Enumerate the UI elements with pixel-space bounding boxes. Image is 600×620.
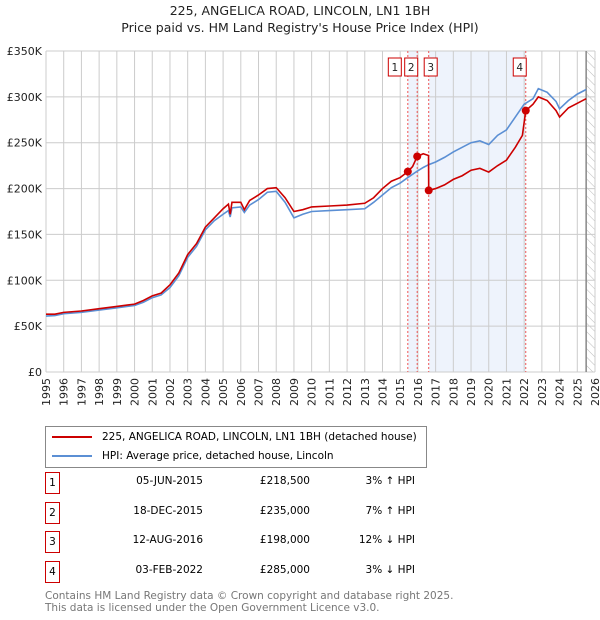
y-tick-label: £100K [7,274,43,287]
x-tick-label: 2002 [164,378,177,406]
x-tick-label: 2001 [146,378,159,406]
sale-price: £198,000 [259,534,310,546]
y-tick-label: £200K [7,183,43,196]
x-tick-label: 2011 [323,378,336,406]
x-tick-label: 2025 [571,378,584,406]
x-tick-label: 2009 [288,378,301,406]
sale-marker-number: 1 [391,62,398,74]
sale-price: £235,000 [259,504,310,517]
y-tick-label: £250K [7,137,43,150]
sale-marker-label: 2 [45,501,60,524]
legend-swatch-property [52,436,92,438]
x-tick-label: 2006 [235,378,248,406]
y-tick-label: £150K [7,228,43,241]
sale-marker-label: 1 [45,472,60,494]
x-tick-label: 2000 [129,378,142,406]
sale-date: 12-AUG-2016 [132,534,203,546]
sale-hpi-diff: 3% ↑ HPI [365,475,415,487]
x-tick-label: 1996 [58,378,71,406]
x-tick-label: 1997 [75,378,88,406]
sale-marker-box [423,57,438,77]
x-tick-label: 2003 [182,378,195,406]
x-tick-label: 1998 [93,378,106,406]
x-tick-label: 2012 [341,378,354,406]
x-tick-label: 2026 [589,378,600,406]
series-line-hpi [45,87,587,317]
sale-date: 18-DEC-2015 [133,504,203,517]
sale-period-shade [407,51,418,372]
sale-period-shade [428,51,526,372]
sale-marker-label: 3 [45,531,60,553]
x-tick-label: 2010 [306,378,319,406]
x-tick-label: 2008 [270,378,283,406]
sale-point [521,106,530,115]
sale-price: £285,000 [259,563,310,576]
sale-date: 05-JUN-2015 [136,475,203,487]
footer-line-2: This data is licensed under the Open Gov… [45,602,380,614]
chart-subtitle: Price paid vs. HM Land Registry's House … [121,20,479,35]
price-chart: 1995 1996 1997 1998 1999 2000 2001 2002 2003 2004… [7,45,600,406]
forecast-hatch [586,51,595,372]
y-tick-label: £350K [7,45,43,58]
sale-row: 4 03-FEB-2022 £285,000 3% ↓ HPI [45,560,445,583]
sale-row: 3 12-AUG-2016 £198,000 12% ↓ HPI [45,531,445,553]
sale-marker-box [404,57,419,77]
x-tick-label: 2016 [412,378,425,406]
x-tick-label: 2007 [253,378,266,406]
x-tick-label: 2023 [536,378,549,406]
footer-line-1: Contains HM Land Registry data © Crown c… [45,590,454,602]
x-tick-label: 2021 [500,378,513,406]
sale-marker-box [387,57,402,77]
x-tick-label: 2018 [447,378,460,406]
legend-label-property: 225, ANGELICA ROAD, LINCOLN, LN1 1BH (de… [102,431,417,443]
sale-point [413,152,422,161]
x-tick-label: 2004 [199,378,212,406]
x-tick-label: 1995 [40,378,53,406]
x-tick-label: 2020 [483,378,496,406]
y-tick-label: £50K [14,320,43,333]
sale-price: £218,500 [259,475,310,487]
x-tick-label: 2015 [394,378,407,406]
x-tick-label: 2019 [465,378,478,406]
sale-marker-number: 3 [427,62,434,74]
sale-marker-number: 2 [408,62,415,74]
x-tick-label: 2013 [359,378,372,406]
x-tick-label: 2005 [217,378,230,406]
sale-hpi-diff: 3% ↓ HPI [365,563,415,576]
chart-title: 225, ANGELICA ROAD, LINCOLN, LN1 1BH [169,3,431,18]
legend-swatch-hpi [52,455,92,457]
x-tick-label: 1999 [111,378,124,406]
sale-hpi-diff: 12% ↓ HPI [358,534,415,546]
sale-row: 2 18-DEC-2015 £235,000 7% ↑ HPI [45,501,445,524]
x-tick-label: 2017 [430,378,443,406]
sale-marker-box [512,57,527,77]
sale-row: 1 05-JUN-2015 £218,500 3% ↑ HPI [45,472,445,494]
series-line-property [46,95,587,316]
sale-point [424,186,433,195]
x-tick-label: 2022 [518,378,531,406]
sale-hpi-diff: 7% ↑ HPI [365,504,415,517]
sale-marker-label: 4 [45,560,60,583]
sale-marker-number: 4 [516,62,523,74]
x-tick-label: 2014 [376,378,389,406]
y-tick-label: £300K [7,91,43,104]
y-tick-label: £0 [28,366,42,379]
sale-date: 03-FEB-2022 [135,563,203,576]
x-tick-label: 2024 [554,378,567,406]
legend-label-hpi: HPI: Average price, detached house, Linc… [102,450,334,462]
sale-point [403,167,412,176]
legend: 225, ANGELICA ROAD, LINCOLN, LN1 1BH (de… [45,426,427,468]
footer: Contains HM Land Registry data © Crown c… [45,590,453,614]
